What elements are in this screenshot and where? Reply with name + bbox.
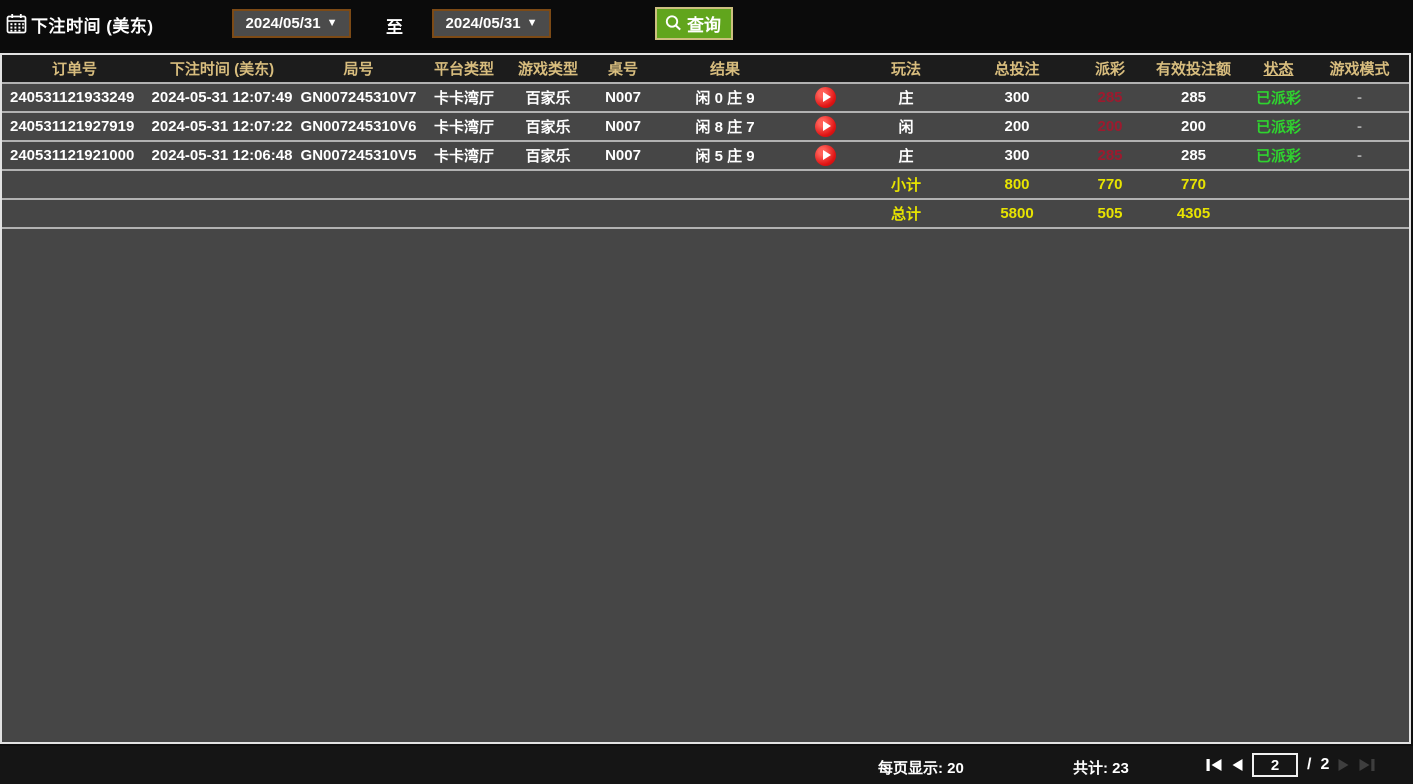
cell-game-mode: -	[1310, 83, 1409, 113]
chevron-down-icon: ▼	[526, 17, 538, 29]
header-table-no: 桌号	[588, 55, 658, 84]
to-label: 至	[386, 18, 403, 37]
subtotal-valid-bet: 770	[1140, 170, 1247, 200]
pagination-bar: 每页显示: 20 共计: 23 / 2	[0, 746, 1413, 784]
query-button[interactable]: 查询	[655, 7, 733, 40]
first-page-icon[interactable]	[1206, 758, 1222, 772]
cell-platform: 卡卡湾厅	[420, 141, 508, 171]
per-page-label: 每页显示: 20	[878, 760, 964, 777]
table-row: 240531121933249 2024-05-31 12:07:49 GN00…	[2, 83, 1409, 113]
cell-total-bet: 300	[954, 83, 1080, 113]
cell-payout: 285	[1080, 141, 1140, 171]
cell-payout: 200	[1080, 112, 1140, 142]
search-icon	[665, 15, 681, 31]
header-replay	[792, 55, 858, 84]
grand-total-label: 总计	[858, 199, 954, 229]
cell-bet-time: 2024-05-31 12:07:49	[147, 83, 297, 113]
cell-round-id: GN007245310V5	[297, 141, 420, 171]
bet-time-label: 下注时间 (美东)	[31, 17, 154, 36]
cell-valid-bet: 200	[1140, 112, 1247, 142]
cell-replay	[792, 141, 858, 171]
header-platform: 平台类型	[420, 55, 508, 84]
header-round-id: 局号	[297, 55, 420, 84]
cell-play: 庄	[858, 141, 954, 171]
header-bet-time: 下注时间 (美东)	[147, 55, 297, 84]
play-icon[interactable]	[814, 116, 836, 137]
cell-platform: 卡卡湾厅	[420, 83, 508, 113]
header-result: 结果	[658, 55, 792, 84]
chevron-down-icon: ▼	[326, 17, 338, 29]
cell-play: 闲	[858, 112, 954, 142]
page-number-input[interactable]	[1252, 753, 1298, 777]
cell-game-type: 百家乐	[508, 112, 588, 142]
cell-game-type: 百家乐	[508, 141, 588, 171]
total-count-label: 共计: 23	[1073, 760, 1129, 777]
cell-status: 已派彩	[1247, 83, 1310, 113]
page-separator: /	[1307, 756, 1312, 773]
subtotal-label: 小计	[858, 170, 954, 200]
table-header-row: 订单号 下注时间 (美东) 局号 平台类型 游戏类型 桌号 结果 玩法 总投注 …	[2, 55, 1409, 84]
header-order-id: 订单号	[2, 55, 147, 84]
cell-order-id: 240531121933249	[2, 83, 147, 113]
grand-total-row: 总计 5800 505 4305	[2, 199, 1409, 229]
cell-bet-time: 2024-05-31 12:07:22	[147, 112, 297, 142]
header-status[interactable]: 状态	[1247, 55, 1310, 84]
cell-platform: 卡卡湾厅	[420, 112, 508, 142]
cell-round-id: GN007245310V6	[297, 112, 420, 142]
calendar-icon	[6, 14, 27, 34]
date-from-value: 2024/05/31	[245, 15, 321, 32]
cell-table-no: N007	[588, 112, 658, 142]
cell-game-type: 百家乐	[508, 83, 588, 113]
cell-valid-bet: 285	[1140, 83, 1247, 113]
cell-play: 庄	[858, 83, 954, 113]
total-pages: 2	[1320, 756, 1330, 773]
table-row: 240531121921000 2024-05-31 12:06:48 GN00…	[2, 141, 1409, 171]
bet-records-table: 订单号 下注时间 (美东) 局号 平台类型 游戏类型 桌号 结果 玩法 总投注 …	[0, 53, 1411, 744]
last-page-icon[interactable]	[1359, 758, 1375, 772]
cell-bet-time: 2024-05-31 12:06:48	[147, 141, 297, 171]
grand-total-payout: 505	[1080, 199, 1140, 229]
pager: / 2	[1206, 752, 1375, 778]
next-page-icon[interactable]	[1338, 758, 1350, 772]
subtotal-payout: 770	[1080, 170, 1140, 200]
cell-game-mode: -	[1310, 112, 1409, 142]
date-to-select[interactable]: 2024/05/31 ▼	[432, 9, 551, 38]
header-game-mode: 游戏模式	[1310, 55, 1409, 84]
header-play: 玩法	[858, 55, 954, 84]
cell-table-no: N007	[588, 83, 658, 113]
query-button-label: 查询	[687, 16, 721, 35]
cell-total-bet: 200	[954, 112, 1080, 142]
cell-order-id: 240531121927919	[2, 112, 147, 142]
cell-result: 闲 0 庄 9	[658, 83, 792, 113]
prev-page-icon[interactable]	[1231, 758, 1243, 772]
cell-total-bet: 300	[954, 141, 1080, 171]
cell-result: 闲 8 庄 7	[658, 112, 792, 142]
table-row: 240531121927919 2024-05-31 12:07:22 GN00…	[2, 112, 1409, 142]
header-payout: 派彩	[1080, 55, 1140, 84]
cell-replay	[792, 112, 858, 142]
cell-result: 闲 5 庄 9	[658, 141, 792, 171]
subtotal-row: 小计 800 770 770	[2, 170, 1409, 200]
cell-status: 已派彩	[1247, 141, 1310, 171]
header-total-bet: 总投注	[954, 55, 1080, 84]
grand-total-valid-bet: 4305	[1140, 199, 1247, 229]
cell-table-no: N007	[588, 141, 658, 171]
cell-status: 已派彩	[1247, 112, 1310, 142]
cell-payout: 285	[1080, 83, 1140, 113]
cell-replay	[792, 83, 858, 113]
header-game-type: 游戏类型	[508, 55, 588, 84]
date-from-select[interactable]: 2024/05/31 ▼	[232, 9, 351, 38]
play-icon[interactable]	[814, 145, 836, 166]
play-icon[interactable]	[814, 87, 836, 108]
cell-round-id: GN007245310V7	[297, 83, 420, 113]
date-to-value: 2024/05/31	[445, 15, 521, 32]
filter-bar: 下注时间 (美东) 2024/05/31 ▼ 至 2024/05/31 ▼ 查询	[0, 0, 1413, 50]
grand-total-total-bet: 5800	[954, 199, 1080, 229]
header-valid-bet: 有效投注额	[1140, 55, 1247, 84]
subtotal-total-bet: 800	[954, 170, 1080, 200]
cell-order-id: 240531121921000	[2, 141, 147, 171]
cell-game-mode: -	[1310, 141, 1409, 171]
cell-valid-bet: 285	[1140, 141, 1247, 171]
